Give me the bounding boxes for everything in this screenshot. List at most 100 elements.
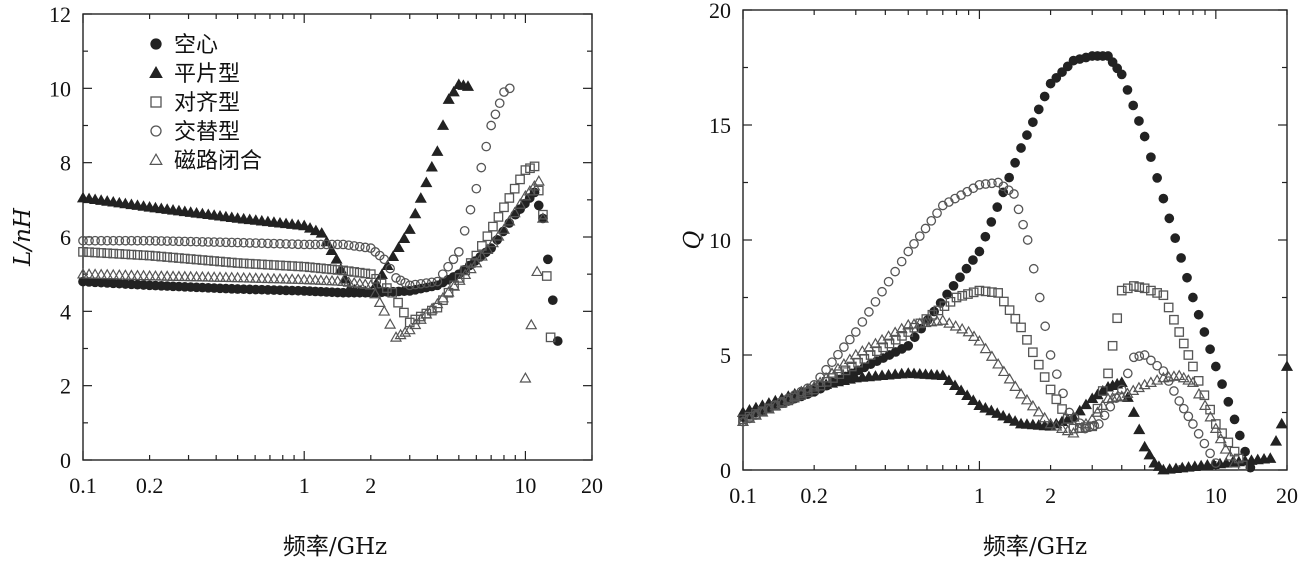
data-point [1228,456,1241,468]
data-point [168,236,178,247]
data-point [414,192,427,203]
data-point [179,253,190,264]
data-point [997,409,1010,421]
data-point [1115,376,1128,387]
data-point [78,235,88,246]
data-point [221,257,231,267]
data-point [342,276,355,287]
data-point [1199,438,1210,449]
data-point [114,235,125,246]
data-point [1205,448,1215,459]
data-point [997,365,1010,377]
data-point [504,83,515,94]
data-point [138,235,149,246]
data-point [980,286,991,297]
data-point [226,257,237,268]
data-point [1146,152,1156,163]
data-point [1139,350,1150,360]
legend-marker [149,65,163,78]
data-point [378,305,391,316]
legend-marker [150,38,162,50]
data-point [515,174,525,185]
data-point [281,239,291,249]
y-tick-label: 5 [720,343,731,368]
data-point [890,266,900,277]
data-point [909,332,920,343]
data-point [1176,253,1186,263]
data-point [809,380,820,390]
data-point [309,224,322,236]
data-point [949,320,962,331]
data-point [827,357,837,368]
data-point [992,357,1005,369]
data-point [1127,406,1140,417]
data-point [391,273,401,283]
data-point [113,268,126,280]
data-point [993,288,1003,298]
data-point [1040,321,1051,332]
data-point [255,272,268,283]
data-point [349,241,360,251]
data-point [963,289,973,299]
data-point [1214,432,1227,444]
series-2 [78,161,556,343]
data-point [974,285,985,296]
data-point [1134,351,1145,361]
data-point [1223,396,1234,407]
data-point [453,274,466,285]
data-point [1158,193,1169,204]
data-point [1122,85,1133,95]
data-point [209,256,219,266]
data-point [137,269,150,281]
legend-label: 空心 [174,33,218,58]
data-point [120,249,131,260]
data-point [1013,204,1024,215]
data-point [538,209,548,220]
x-tick-label: 0.1 [69,473,97,498]
data-point [1022,334,1032,345]
data-point [1127,384,1140,395]
data-point [168,252,178,263]
data-point [1045,384,1056,395]
data-point [431,297,444,309]
data-point [267,272,280,284]
data-point [119,269,132,280]
data-point [1009,415,1022,426]
data-point [1146,355,1156,366]
data-point [314,274,327,285]
data-point [968,287,979,298]
data-point [76,267,90,279]
data-point [343,266,354,277]
data-point [1058,388,1068,399]
data-point [1143,448,1156,460]
data-point [864,307,874,317]
data-point [1086,413,1099,424]
data-point [338,265,349,276]
data-point [309,274,322,285]
x-tick-label: 10 [1205,483,1227,508]
data-point [84,235,94,246]
data-point [102,248,113,259]
data-point [1015,387,1028,399]
data-point [209,237,219,247]
data-point [244,238,255,248]
data-point [202,271,215,282]
data-point [1026,399,1039,411]
data-point [167,270,180,281]
data-point [1038,411,1051,423]
data-point [1178,338,1189,349]
data-point [967,330,981,341]
data-point [914,231,925,242]
data-point [392,241,405,252]
data-point [1033,359,1044,370]
y-tick-label: 2 [60,374,71,399]
data-point [215,237,225,248]
data-point [250,238,261,248]
y-tick-label: 15 [709,113,731,138]
data-point [957,290,968,301]
x-tick-label: 1 [974,483,985,508]
data-point [987,178,997,189]
data-point [256,238,267,249]
data-point [545,332,556,343]
